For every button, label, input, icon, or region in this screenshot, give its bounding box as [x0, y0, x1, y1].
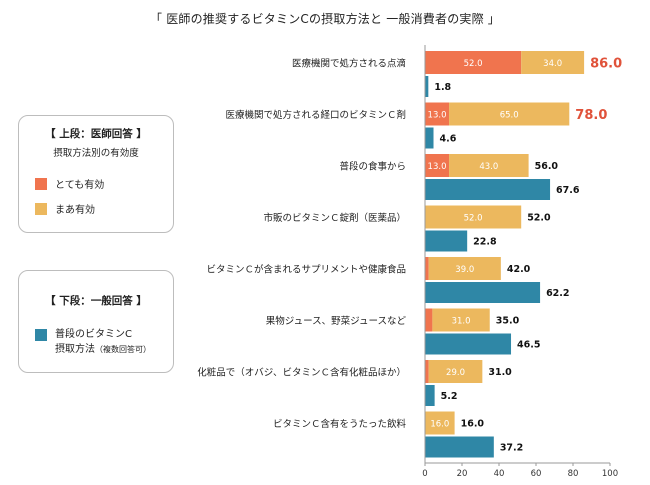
x-tick-label: 80: [568, 469, 579, 479]
category-label: 医療機関で処方される点滴: [292, 58, 406, 70]
doctor-total-label: 16.0: [461, 419, 485, 430]
bar-somewhat-effective: [432, 308, 490, 332]
category-label: 化粧品で（オバジ、ビタミンＣ含有化粧品ほか）: [197, 367, 406, 379]
doctor-total-label: 56.0: [535, 161, 559, 172]
legend-doctor: 【 上段：医師回答 】 摂取方法別の有効度 とても有効 まあ有効: [18, 115, 174, 233]
bar-very-effective: [425, 51, 522, 74]
consumer-value-label: 37.2: [500, 443, 523, 454]
doctor-total-label: 78.0: [575, 108, 607, 123]
legend-swatch-very: [35, 177, 47, 190]
bar-consumer: [425, 127, 434, 149]
bar-somewhat-effective: [425, 411, 455, 435]
bar-somewhat-effective: [521, 51, 585, 74]
bar-consumer: [425, 76, 429, 97]
doctor-total-label: 31.0: [488, 367, 512, 378]
x-tick-label: 100: [602, 469, 618, 479]
bar-very-effective: [425, 257, 429, 280]
category-label: 果物ジュース、野菜ジュースなど: [266, 315, 407, 327]
bar-label-somewhat-effective: 34.0: [543, 59, 562, 69]
x-tick-label: 60: [531, 469, 542, 479]
legend-item-somewhat-effective: まあ有効: [35, 201, 95, 216]
bar-label-somewhat-effective: 29.0: [446, 368, 465, 378]
legend-item-consumer: 普段のビタミンC 摂取方法（複数回答可）: [35, 327, 151, 357]
bar-label-very-effective: 52.0: [464, 59, 483, 69]
doctor-total-label: 35.0: [496, 316, 520, 327]
bar-very-effective: [425, 154, 450, 177]
bar-label-somewhat-effective: 31.0: [452, 317, 471, 327]
x-tick-label: 20: [457, 469, 468, 479]
doctor-total-label: 52.0: [527, 213, 551, 224]
legend-consumer-heading: 【 下段：一般回答 】: [45, 295, 147, 307]
bar-label-very-effective: 13.0: [428, 162, 447, 172]
legend-label-somewhat: まあ有効: [55, 205, 95, 216]
legend-label-consumer-method: 摂取方法: [55, 344, 95, 355]
doctor-total-label: 42.0: [507, 264, 531, 275]
legend-label-consumer-line2: 摂取方法（複数回答可）: [55, 342, 151, 357]
category-label: 市販のビタミンＣ錠剤（医薬品）: [263, 212, 406, 224]
consumer-value-label: 22.8: [473, 237, 497, 248]
legend-item-very-effective: とても有効: [35, 176, 104, 191]
legend-doctor-heading: 【 上段：医師回答 】: [45, 128, 147, 140]
bar-somewhat-effective: [428, 360, 483, 383]
bar-consumer: [425, 179, 551, 200]
legend-label-consumer-note: （複数回答可）: [95, 345, 151, 354]
bar-consumer: [425, 385, 435, 406]
consumer-value-label: 5.2: [441, 391, 458, 402]
doctor-total-label: 86.0: [590, 57, 622, 72]
legend-consumer: 【 下段：一般回答 】 普段のビタミンC 摂取方法（複数回答可）: [18, 270, 174, 373]
x-tick-label: 40: [494, 469, 505, 479]
bar-label-somewhat-effective: 65.0: [500, 111, 519, 121]
x-tick-label: 0: [422, 469, 427, 479]
legend-label-consumer-line1: 普段のビタミンC: [55, 329, 132, 340]
bar-somewhat-effective: [425, 205, 522, 229]
consumer-value-label: 4.6: [440, 134, 457, 145]
legend-swatch-somewhat: [35, 202, 47, 215]
category-label: 医療機関で処方される経口のビタミンＣ剤: [225, 109, 406, 121]
bar-label-somewhat-effective: 16.0: [430, 420, 449, 430]
category-label: ビタミンＣが含まれるサプリメントや健康食品: [206, 264, 406, 276]
bar-consumer: [425, 436, 494, 458]
consumer-value-label: 1.8: [434, 82, 451, 93]
bar-very-effective: [425, 360, 429, 383]
bar-consumer: [425, 230, 468, 252]
legend-label-very: とても有効: [55, 180, 105, 191]
bar-label-somewhat-effective: 52.0: [464, 214, 483, 224]
category-label: 普段の食事から: [339, 161, 406, 173]
category-label: ビタミンＣ含有をうたった飲料: [273, 418, 407, 430]
legend-swatch-consumer: [35, 329, 47, 341]
consumer-value-label: 46.5: [517, 340, 540, 351]
legend-doctor-subheading: 摂取方法別の有効度: [53, 148, 139, 159]
consumer-value-label: 67.6: [556, 185, 580, 196]
bar-somewhat-effective: [449, 154, 529, 177]
bar-very-effective: [425, 308, 433, 332]
bar-very-effective: [425, 102, 450, 126]
bar-label-somewhat-effective: 39.0: [455, 265, 474, 275]
bar-consumer: [425, 282, 541, 303]
bar-somewhat-effective: [428, 257, 501, 280]
bar-label-very-effective: 13.0: [428, 111, 447, 121]
bar-consumer: [425, 333, 512, 355]
chart-title: 「 医師の推奨するビタミンCの摂取方法と 一般消費者の実際 」: [149, 12, 501, 26]
bar-label-somewhat-effective: 43.0: [479, 162, 498, 172]
bar-somewhat-effective: [449, 102, 570, 126]
consumer-value-label: 62.2: [546, 288, 569, 299]
